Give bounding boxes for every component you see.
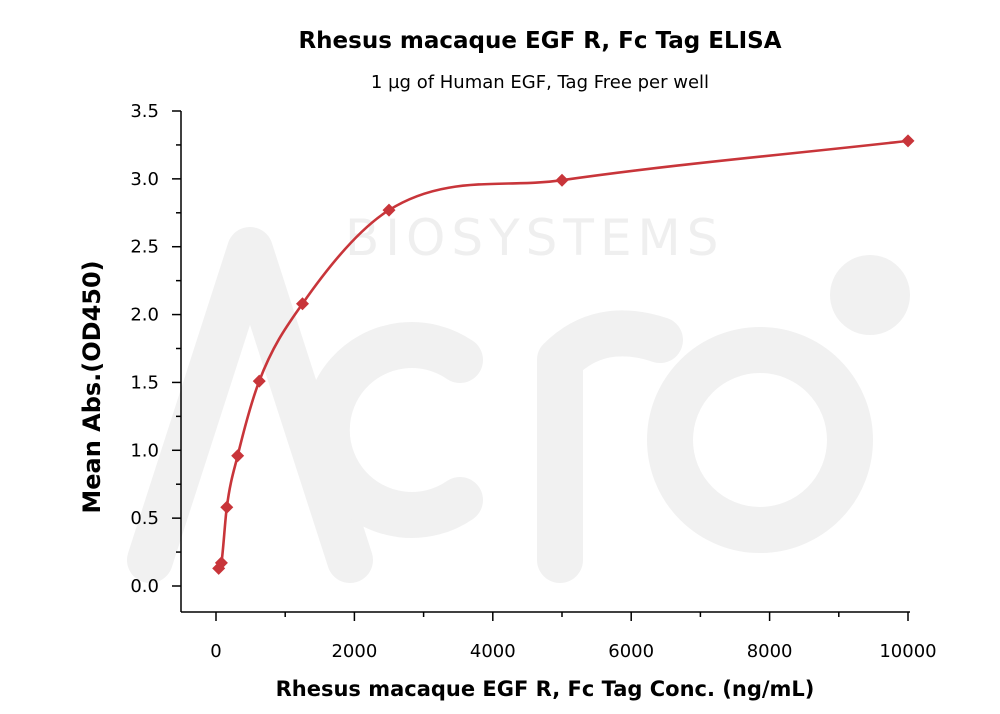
x-tick-label: 0 (210, 641, 221, 662)
y-tick-label: 2.0 (130, 305, 159, 326)
y-tick-label: 2.5 (130, 237, 159, 258)
data-point-diamond (252, 374, 266, 388)
y-axis-label: Mean Abs.(OD450) (78, 260, 106, 513)
x-axis-label: Rhesus macaque EGF R, Fc Tag Conc. (ng/m… (276, 677, 815, 701)
watermark-logo: BIOSYSTEMS (127, 209, 910, 583)
x-tick-label: 4000 (470, 641, 516, 662)
y-tick-label: 3.0 (130, 169, 159, 190)
y-tick-label: 1.5 (130, 372, 159, 393)
data-point-diamond (296, 297, 309, 311)
x-ticks: 0 2000 4000 6000 8000 10000 (210, 612, 937, 662)
y-tick-label: 1.0 (130, 440, 159, 461)
x-tick-label: 2000 (331, 641, 377, 662)
data-point-diamond (220, 500, 234, 514)
data-points (212, 134, 915, 575)
chart-title: Rhesus macaque EGF R, Fc Tag ELISA (298, 28, 781, 54)
data-point-diamond (382, 203, 396, 217)
axes: 0 2000 4000 6000 8000 10000 0.0 0.5 1.0 1.5 2.0 2.… (130, 101, 936, 662)
data-point-diamond (231, 449, 245, 463)
plot-area (212, 134, 915, 575)
x-tick-label: 10000 (879, 641, 936, 662)
y-ticks: 0.0 0.5 1.0 1.5 2.0 2.5 3.0 3.5 (130, 101, 181, 597)
x-tick-label: 6000 (608, 641, 654, 662)
data-point-diamond (214, 556, 228, 570)
y-tick-label: 0.5 (130, 508, 159, 529)
chart-subtitle: 1 µg of Human EGF, Tag Free per well (371, 72, 709, 93)
y-tick-label: 0.0 (130, 576, 159, 597)
data-point-diamond (901, 134, 915, 148)
data-point-diamond (555, 173, 569, 187)
x-tick-label: 8000 (747, 641, 793, 662)
watermark-text: BIOSYSTEMS (345, 209, 724, 267)
y-tick-label: 3.5 (130, 101, 159, 122)
